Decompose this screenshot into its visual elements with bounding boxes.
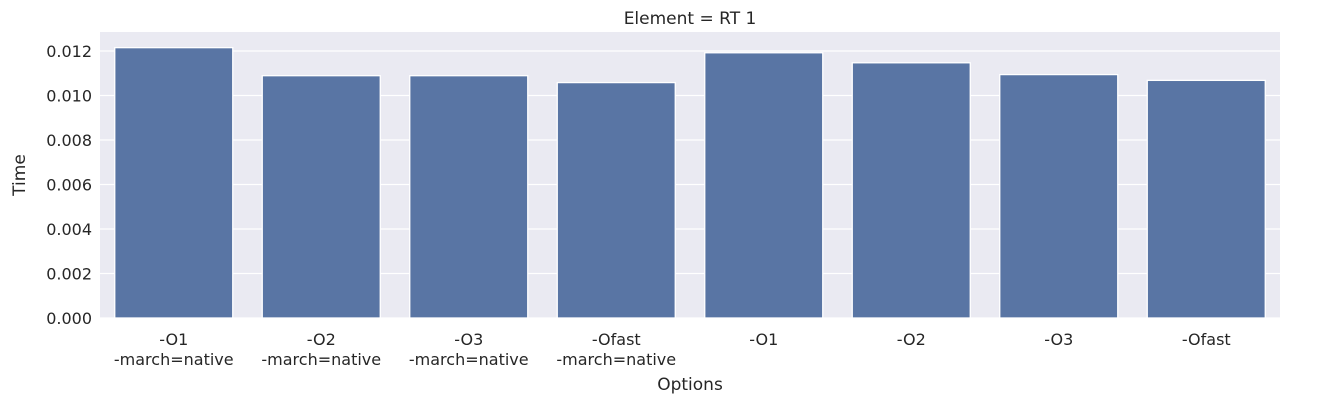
- x-tick-label: -O2 -march=native: [261, 330, 381, 369]
- x-tick-label: -Ofast: [1182, 330, 1231, 349]
- bar: [261, 75, 381, 319]
- y-tick-label: 0.002: [46, 265, 92, 284]
- y-tick-label: 0.008: [46, 131, 92, 150]
- y-tick-label: 0.004: [46, 220, 92, 239]
- bar: [851, 62, 971, 319]
- y-tick-label: 0.000: [46, 309, 92, 328]
- y-tick-label: 0.010: [46, 87, 92, 106]
- bar: [114, 47, 234, 319]
- x-tick-label: -Ofast -march=native: [556, 330, 676, 369]
- x-tick-label: -O3 -march=native: [409, 330, 529, 369]
- y-axis-label: Time: [10, 154, 30, 197]
- x-tick-label: -O3: [1044, 330, 1073, 349]
- x-axis-label: Options: [657, 375, 723, 395]
- bar: [409, 75, 529, 319]
- x-tick-label: -O1: [749, 330, 778, 349]
- x-tick-label: -O2: [897, 330, 926, 349]
- bar: [704, 52, 824, 319]
- bar: [999, 73, 1119, 319]
- x-tick-label: -O1 -march=native: [114, 330, 234, 369]
- y-tick-label: 0.012: [46, 42, 92, 61]
- bar: [1146, 79, 1266, 319]
- bar: [556, 81, 676, 319]
- chart-title: Element = RT 1: [624, 9, 757, 29]
- y-tick-label: 0.006: [46, 176, 92, 195]
